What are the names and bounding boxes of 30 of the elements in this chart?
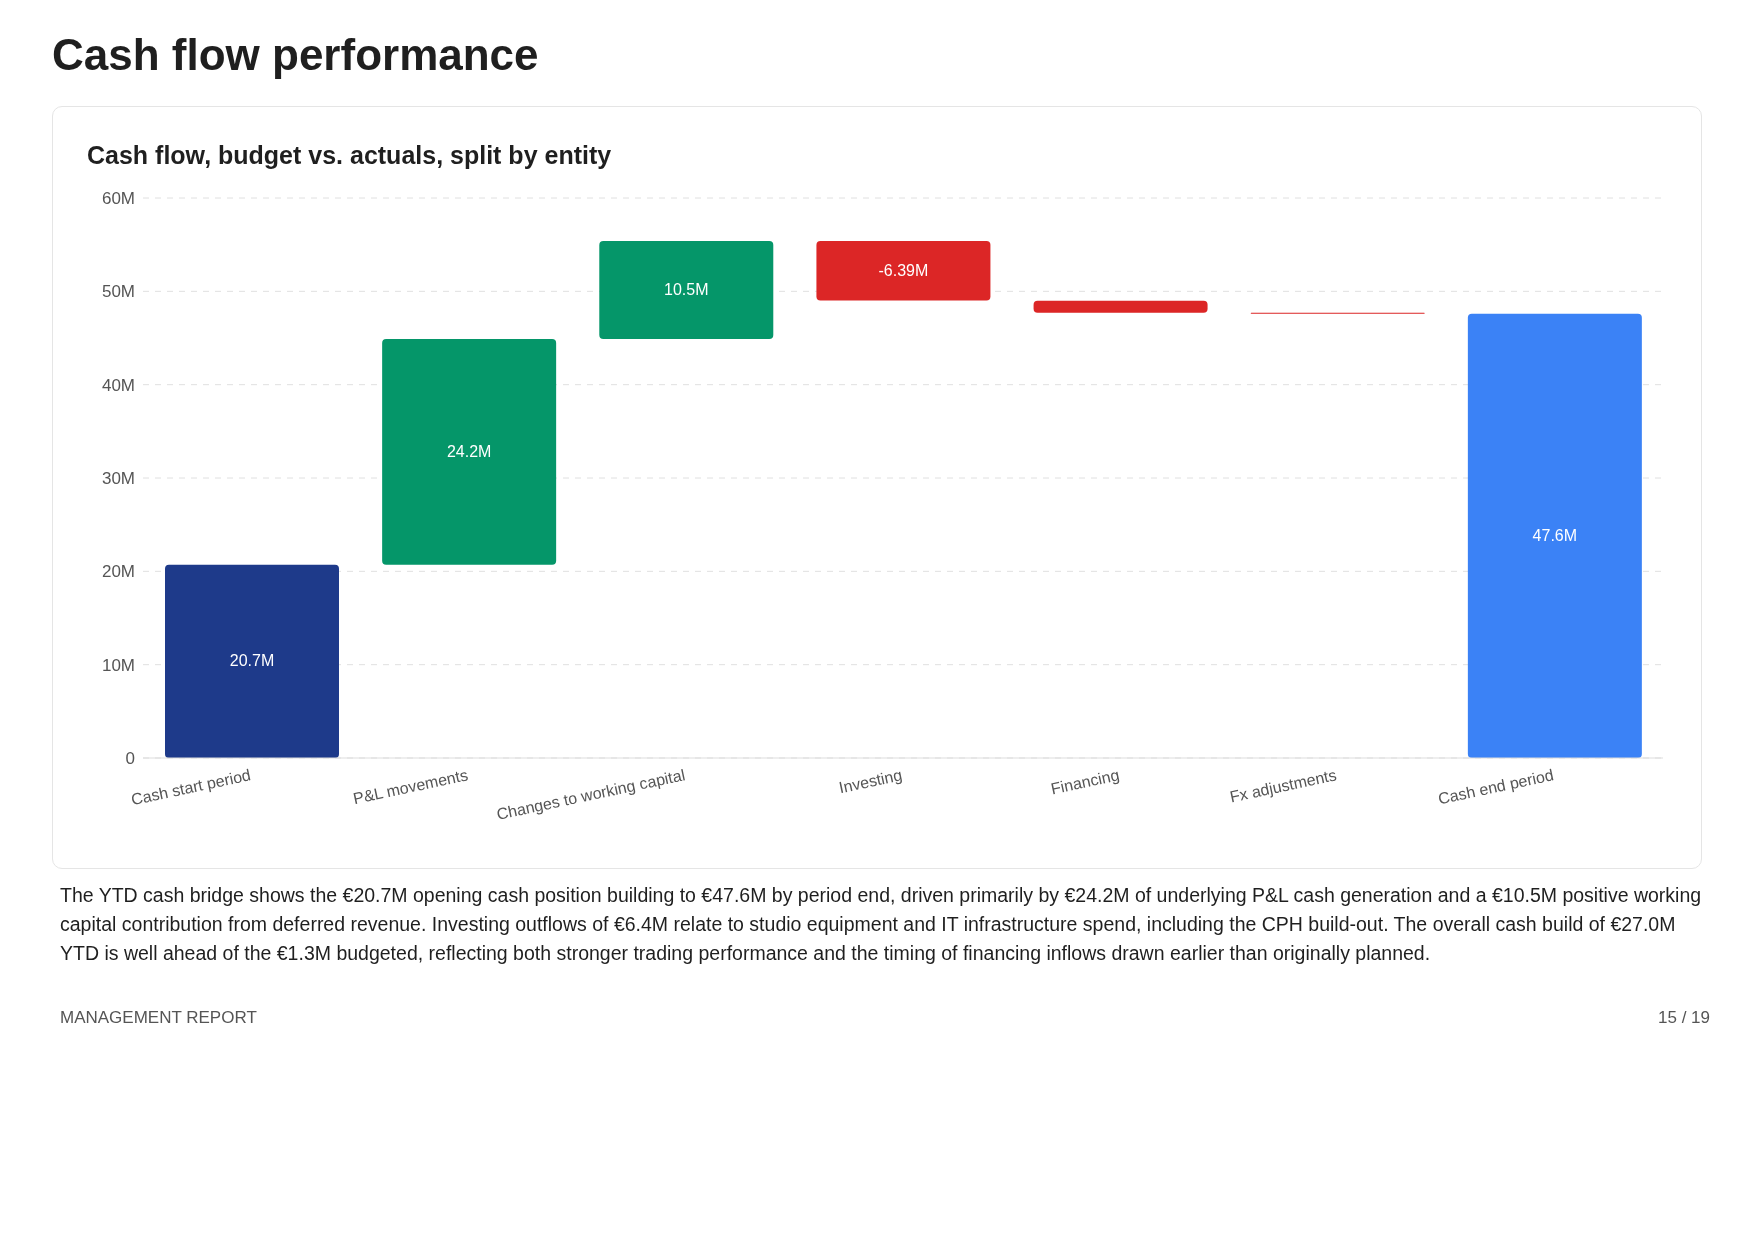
chart-subtitle: Cash flow, budget vs. actuals, split by entity bbox=[87, 141, 613, 170]
chart-title: Cash flow performance bbox=[52, 30, 540, 80]
y-tick-label: 60M bbox=[101, 189, 135, 209]
x-tick-label: Fx adjustments bbox=[1228, 766, 1338, 806]
y-tick-label: 10M bbox=[101, 655, 135, 675]
bar bbox=[165, 564, 339, 758]
x-tick-label: Financing bbox=[1049, 766, 1121, 798]
bar bbox=[382, 338, 557, 565]
y-tick-label: 40M bbox=[101, 375, 135, 395]
bar bbox=[599, 240, 774, 339]
text: MANAGEMENT REPORT bbox=[60, 1008, 257, 1028]
x-tick-label: Cash end period bbox=[1436, 766, 1556, 808]
bar bbox=[1467, 313, 1642, 758]
x-tick-label: Changes to working capital bbox=[495, 766, 687, 823]
x-tick-label: Investing bbox=[837, 766, 904, 797]
bar bbox=[1033, 300, 1208, 313]
data-label: 24.2M bbox=[446, 442, 492, 460]
text: 15 / 19 bbox=[1658, 1008, 1710, 1028]
y-tick-label: 30M bbox=[101, 469, 135, 489]
data-label: -6.39M bbox=[878, 261, 929, 279]
data-label: 47.6M bbox=[1532, 526, 1578, 544]
y-tick-label: 0 bbox=[125, 749, 135, 769]
bar bbox=[816, 240, 991, 301]
x-tick-label: Cash start period bbox=[129, 766, 253, 809]
data-label: 20.7M bbox=[229, 652, 275, 670]
y-tick-label: 20M bbox=[101, 562, 135, 582]
text: The YTD cash bridge shows the €20.7M opening cash position building to €47.6M by period end, driven primarily by €24.2M of underlying P&L cash generation and a €10.5M positive working capital contribution from deferred revenue. Investing outflows of €6.4M relate to studio equipment and IT infrastructure spend, including the CPH build-out. The overall cash build of €27.0M YTD is well ahead of the €1.3M budgeted, reflecting both stronger trading performance and the timing of financing inflows drawn earlier than originally planned. bbox=[60, 883, 1703, 966]
y-tick-label: 50M bbox=[101, 282, 135, 302]
data-label: 10.5M bbox=[664, 280, 709, 298]
x-tick-label: P&L movements bbox=[351, 766, 470, 808]
